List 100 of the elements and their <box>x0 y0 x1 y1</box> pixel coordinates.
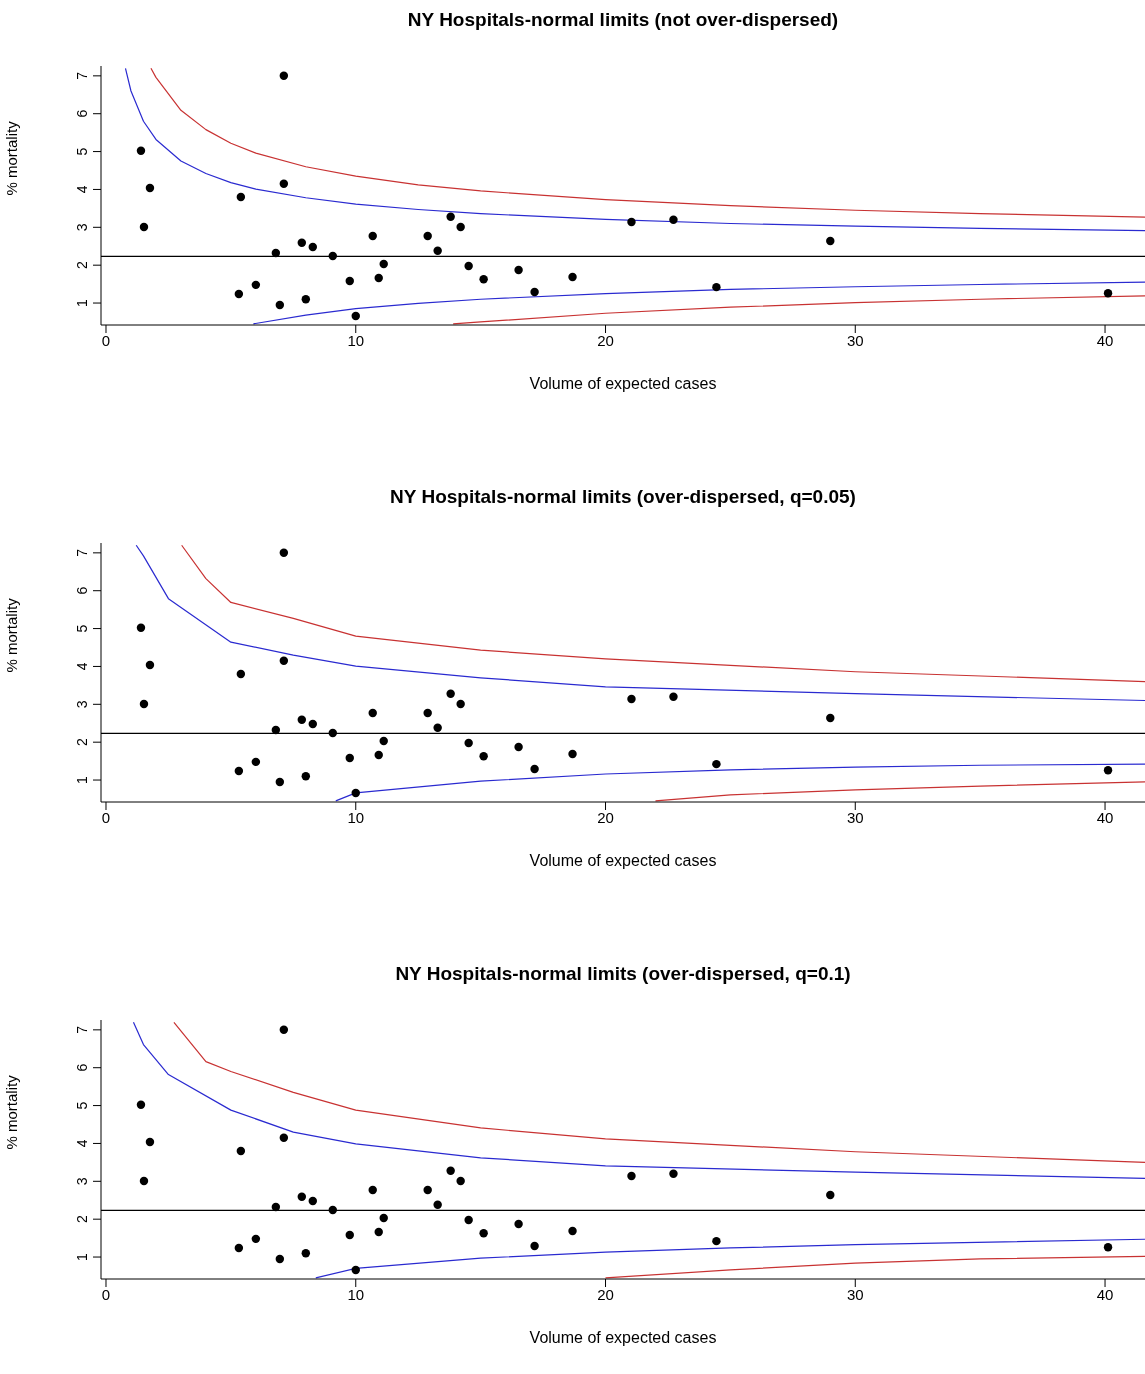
point <box>139 222 149 232</box>
y-tick-label: 6 <box>74 1063 90 1072</box>
point <box>234 766 244 776</box>
x-axis-title: Volume of expected cases <box>529 1329 717 1346</box>
point <box>374 750 383 760</box>
point <box>433 246 442 255</box>
line-series <box>315 1238 1145 1279</box>
y-tick-label: 7 <box>74 548 90 557</box>
point <box>275 777 285 787</box>
y-tick-label: 1 <box>74 775 90 784</box>
x-tick-label: 0 <box>101 331 111 349</box>
y-tick-label: 3 <box>74 223 90 232</box>
y-tick-label: 6 <box>74 586 90 595</box>
x-tick-label: 40 <box>1096 331 1114 349</box>
point <box>145 1137 155 1147</box>
point <box>712 282 721 292</box>
point <box>446 689 455 698</box>
point <box>234 289 244 299</box>
point <box>368 708 377 718</box>
chart-title: NY Hospitals-normal limits (over-dispersed, q=0.1) <box>394 962 852 986</box>
point <box>530 764 539 774</box>
x-axis-title: Volume of expected cases <box>529 852 717 869</box>
x-tick-label: 10 <box>347 331 365 349</box>
point <box>251 280 261 290</box>
point <box>374 1227 383 1237</box>
point <box>275 300 285 310</box>
point <box>479 1228 488 1238</box>
point <box>456 1176 465 1186</box>
point <box>669 692 678 701</box>
point <box>514 1219 523 1229</box>
point <box>379 736 388 746</box>
point <box>433 1200 442 1209</box>
point <box>279 1025 289 1035</box>
line-series <box>604 1255 1145 1279</box>
point <box>826 713 835 723</box>
point <box>479 751 488 761</box>
point <box>368 1185 377 1195</box>
y-tick-label: 6 <box>74 109 90 118</box>
point <box>568 272 577 282</box>
line-series <box>452 295 1145 325</box>
point <box>271 1202 281 1212</box>
point <box>826 236 835 246</box>
point <box>351 788 360 798</box>
point <box>251 757 261 767</box>
y-tick-label: 4 <box>74 662 90 671</box>
y-axis-title: % mortality <box>3 597 21 673</box>
point <box>139 1176 149 1186</box>
point <box>423 708 432 718</box>
point <box>301 772 311 781</box>
x-tick-label: 0 <box>101 808 111 826</box>
y-tick-label: 5 <box>74 624 90 633</box>
y-tick-label: 2 <box>74 738 90 747</box>
point <box>279 1133 289 1142</box>
y-axis-title: % mortality <box>3 1074 21 1150</box>
point <box>328 1205 337 1215</box>
point <box>423 231 432 241</box>
point <box>568 749 577 759</box>
point <box>271 725 281 735</box>
point <box>297 1192 307 1202</box>
x-tick-label: 40 <box>1096 1285 1114 1303</box>
point <box>139 699 149 709</box>
y-tick-label: 2 <box>74 1215 90 1224</box>
point <box>530 1241 539 1251</box>
point <box>136 623 146 633</box>
point <box>236 1146 246 1156</box>
point <box>627 1171 636 1181</box>
point <box>627 217 636 227</box>
point <box>351 311 360 321</box>
point <box>712 1236 721 1246</box>
x-tick-label: 0 <box>101 1285 111 1303</box>
point <box>345 1230 354 1240</box>
point <box>275 1254 285 1264</box>
point <box>236 192 246 202</box>
point <box>379 1213 388 1223</box>
point <box>301 1249 311 1258</box>
x-tick-label: 40 <box>1096 808 1114 826</box>
point <box>136 1100 146 1110</box>
point <box>271 248 281 258</box>
x-tick-label: 20 <box>597 1285 614 1303</box>
point <box>1103 765 1113 775</box>
point <box>279 548 289 558</box>
line-series <box>135 544 1145 702</box>
point <box>301 295 311 304</box>
point <box>456 222 465 232</box>
point <box>669 215 678 224</box>
point <box>308 719 318 729</box>
point <box>297 715 307 725</box>
point <box>145 660 155 670</box>
chart-title: NY Hospitals-normal limits (over-dispersed, q=0.05) <box>389 485 857 509</box>
point <box>826 1190 835 1200</box>
point <box>145 183 155 193</box>
point <box>423 1185 432 1195</box>
x-tick-label: 30 <box>846 331 864 349</box>
point <box>279 71 289 81</box>
point <box>530 287 539 297</box>
point <box>279 179 289 188</box>
x-tick-label: 10 <box>347 1285 365 1303</box>
point <box>308 242 318 252</box>
y-tick-label: 7 <box>74 71 90 80</box>
point <box>514 742 523 752</box>
